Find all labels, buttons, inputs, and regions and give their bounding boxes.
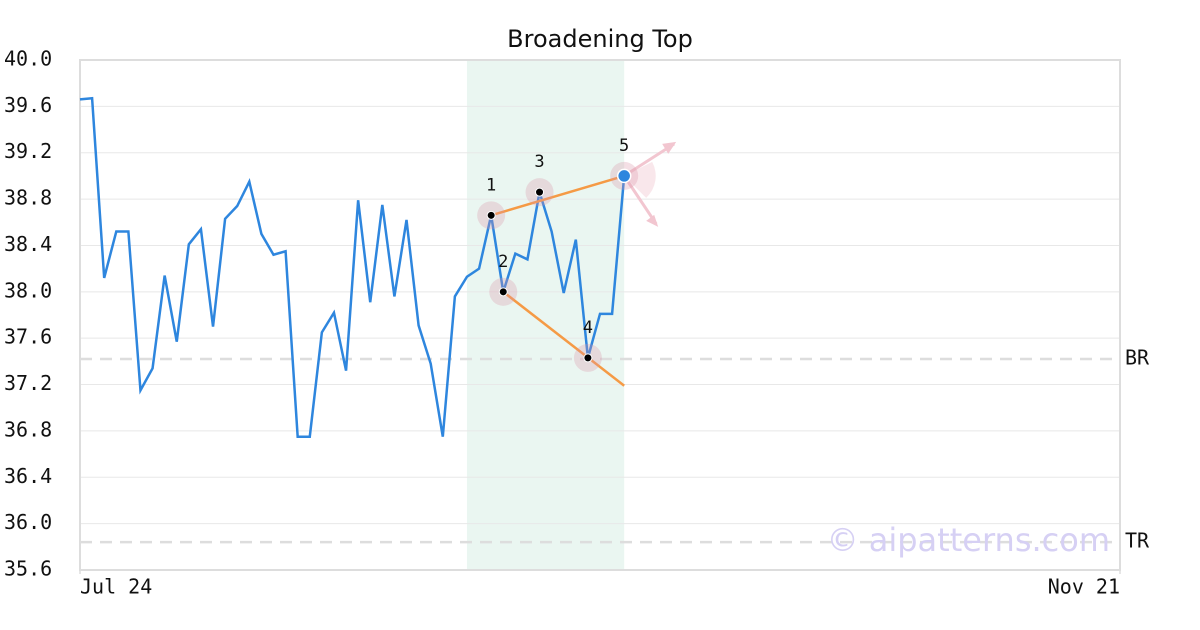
- y-tick-label: 40.0: [4, 47, 52, 71]
- highlight-zone: [466, 60, 625, 570]
- y-tick-label: 37.6: [4, 325, 52, 349]
- pivot-point: [616, 168, 632, 184]
- pivot-label: 3: [534, 152, 544, 172]
- breakout-wedge: [624, 161, 656, 198]
- pivot-label: 4: [583, 318, 593, 338]
- pivot-label: 2: [498, 252, 508, 272]
- trend-line: [502, 290, 625, 387]
- pivot-point: [535, 187, 545, 197]
- watermark: © aipatterns.com: [827, 521, 1110, 559]
- x-tick-label: Nov 21: [1048, 575, 1120, 599]
- y-tick-label: 36.0: [4, 510, 52, 534]
- y-tick-label: 35.6: [4, 557, 52, 581]
- arrow-down: [622, 175, 658, 225]
- arrowhead: [662, 141, 677, 154]
- y-tick-label: 39.2: [4, 139, 52, 163]
- x-tick-label: Jul 24: [80, 575, 152, 599]
- arrowhead: [646, 214, 659, 227]
- chart-title: Broadening Top: [507, 25, 693, 53]
- level-label: TR: [1125, 529, 1150, 553]
- plot-frame: [79, 59, 1121, 571]
- y-tick-label: 37.2: [4, 371, 52, 395]
- pivot-label: 1: [486, 175, 496, 195]
- pivot-point: [486, 210, 496, 220]
- y-tick-label: 38.8: [4, 186, 52, 210]
- pivot-point: [583, 353, 593, 363]
- trend-line: [490, 174, 625, 217]
- y-tick-label: 39.6: [4, 93, 52, 117]
- price-line: [79, 96, 626, 438]
- pivot-label: 5: [619, 136, 629, 156]
- y-tick-label: 36.8: [4, 417, 52, 441]
- y-tick-label: 38.0: [4, 278, 52, 302]
- pivot-point: [498, 287, 508, 297]
- y-tick-label: 36.4: [4, 464, 52, 488]
- y-tick-label: 38.4: [4, 232, 52, 256]
- level-label: BR: [1125, 346, 1150, 370]
